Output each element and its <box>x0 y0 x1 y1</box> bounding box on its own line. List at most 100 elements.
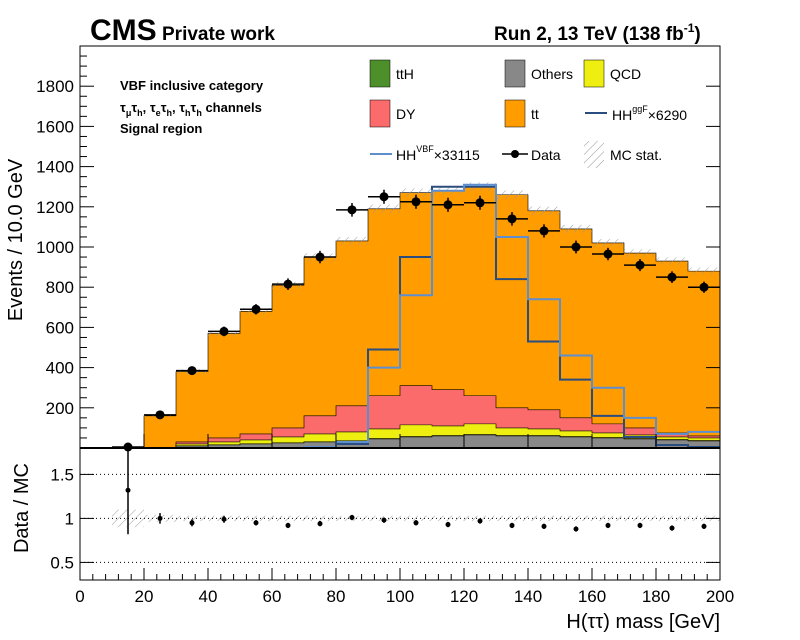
x-axis-title: H(ττ) mass [GeV] <box>566 611 720 633</box>
x-tick-label-200: 200 <box>706 587 734 606</box>
x-tick-label-120: 120 <box>450 587 478 606</box>
legend-label-dy: DY <box>396 106 416 122</box>
bar-tt-1 <box>144 415 176 448</box>
run-info-sup: -1 <box>684 21 695 35</box>
data-point-13 <box>539 226 549 236</box>
legend-swatch-mc-stat <box>584 141 604 168</box>
ratio-point-14 <box>573 526 579 532</box>
mc-stat-band-13 <box>528 206 560 215</box>
bar-Others-6 <box>304 441 336 448</box>
x-tick-label-40: 40 <box>199 587 218 606</box>
ratio-y-tick-label-1.5: 1.5 <box>50 465 74 484</box>
x-tick-label-180: 180 <box>642 587 670 606</box>
bar-tt-4 <box>240 311 272 448</box>
data-point-3 <box>219 326 229 336</box>
ratio-point-2 <box>189 520 195 526</box>
ratio-point-5 <box>285 522 291 528</box>
ratio-frame <box>79 447 721 581</box>
y-tick-label-400: 400 <box>46 359 74 378</box>
channels-label: τμτh, τeτh, τhτh channels <box>120 100 262 118</box>
bar-Others-16 <box>624 438 656 448</box>
hh-vbf-base: HH <box>396 147 416 163</box>
bar-Others-3 <box>208 444 240 448</box>
data-point-7 <box>347 205 357 215</box>
ratio-point-9 <box>413 520 419 526</box>
data-point-0 <box>123 442 133 452</box>
legend-label-qcd: QCD <box>610 66 641 82</box>
legend-label-data: Data <box>531 147 561 163</box>
bar-Others-4 <box>240 443 272 448</box>
y-tick-label-1600: 1600 <box>36 117 74 136</box>
y-tick-label-600: 600 <box>46 318 74 337</box>
x-tick-label-60: 60 <box>263 587 282 606</box>
legend-swatch-qcd <box>583 59 605 88</box>
ratio-point-12 <box>509 522 515 528</box>
y-axis-title: Events / 10.0 GeV <box>5 158 27 321</box>
x-tick-label-140: 140 <box>514 587 542 606</box>
bar-Others-18 <box>688 440 720 448</box>
x-tick-label-80: 80 <box>327 587 346 606</box>
mc-stat-band-12 <box>496 190 528 200</box>
y-tick-label-1800: 1800 <box>36 77 74 96</box>
bar-tt-2 <box>176 371 208 448</box>
x-tick-label-100: 100 <box>386 587 414 606</box>
bar-Others-12 <box>496 435 528 448</box>
data-points <box>112 189 720 452</box>
bar-Others-13 <box>528 435 560 448</box>
bar-tt-5 <box>272 285 304 448</box>
bar-tt-15 <box>592 242 624 448</box>
data-point-10 <box>443 200 453 210</box>
ratio-point-0 <box>125 487 131 493</box>
data-point-12 <box>507 214 517 224</box>
data-point-11 <box>475 198 485 208</box>
data-point-15 <box>603 249 613 259</box>
mc-stat-band-8 <box>368 204 400 213</box>
outline-Others <box>112 434 720 449</box>
bar-Others-14 <box>560 436 592 448</box>
bar-tt-18 <box>688 271 720 448</box>
bar-Others-17 <box>656 439 688 448</box>
ratio-point-13 <box>541 523 547 529</box>
legend-label-ttH: ttH <box>396 66 414 82</box>
mc-stat-band-7 <box>336 237 368 245</box>
legend-swatch-dy <box>369 99 391 128</box>
hh-ggf-scale: ×6290 <box>648 107 688 123</box>
bar-tt-3 <box>208 333 240 448</box>
ratio-y-tick-label-0.5: 0.5 <box>50 553 74 572</box>
ratio-point-8 <box>381 517 387 523</box>
run-info-text: Run 2, 13 TeV (138 fb <box>494 24 684 45</box>
mc-stat-band-16 <box>624 249 656 257</box>
legend-label-tt: tt <box>531 106 539 122</box>
main-axes: 200 400 600 800 1000 1200 1400 1600 1800 <box>36 45 721 449</box>
bar-Others-10 <box>432 435 464 448</box>
bar-Others-2 <box>176 445 208 448</box>
ratio-panel: 0.5 1 1.5 0 20 40 60 80 100 120 140 160 180 200 <box>50 447 734 606</box>
data-point-17 <box>667 272 677 282</box>
bar-Others-9 <box>400 436 432 448</box>
hh-ggf-base: HH <box>612 107 632 123</box>
ratio-point-1 <box>157 515 163 521</box>
data-point-6 <box>315 252 325 262</box>
bar-tt-13 <box>528 210 560 448</box>
y-tick-label-800: 800 <box>46 278 74 297</box>
legend-swatch-ttH <box>369 59 391 88</box>
data-point-18 <box>699 282 709 292</box>
run-info: Run 2, 13 TeV (138 fb-1) <box>494 21 701 45</box>
x-tick-label-160: 160 <box>578 587 606 606</box>
bar-QCD-5 <box>272 436 304 448</box>
y-tick-label-1000: 1000 <box>36 238 74 257</box>
data-point-16 <box>635 260 645 270</box>
y-tick-label-1200: 1200 <box>36 198 74 217</box>
bar-Others-8 <box>368 438 400 448</box>
ratio-point-15 <box>605 522 611 528</box>
mc-stat-band-14 <box>560 224 592 233</box>
data-point-14 <box>571 242 581 252</box>
bar-tt-16 <box>624 253 656 448</box>
mc-stat-band-17 <box>656 257 688 265</box>
hh-ggf-sup: ggF <box>632 104 648 114</box>
ratio-point-6 <box>317 521 323 527</box>
legend-swatch-others <box>504 59 526 88</box>
ratio-point-18 <box>701 523 707 529</box>
ratio-point-11 <box>477 518 483 524</box>
private-work-label: Private work <box>162 24 275 45</box>
